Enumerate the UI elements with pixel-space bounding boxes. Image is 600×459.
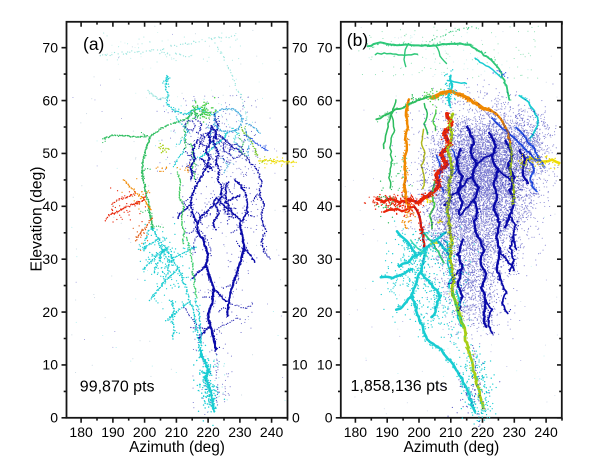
svg-text:99,870 pts: 99,870 pts: [80, 379, 155, 396]
svg-text:1,858,136 pts: 1,858,136 pts: [351, 378, 448, 395]
svg-text:220: 220: [471, 424, 495, 440]
svg-text:180: 180: [69, 424, 93, 440]
svg-text:210: 210: [165, 424, 189, 440]
svg-text:30: 30: [317, 251, 333, 267]
svg-text:30: 30: [42, 251, 58, 267]
svg-text:Azimuth (deg): Azimuth (deg): [403, 439, 499, 456]
svg-text:230: 230: [228, 424, 252, 440]
svg-text:70: 70: [317, 39, 333, 55]
svg-text:40: 40: [317, 198, 333, 214]
svg-text:0: 0: [50, 410, 58, 426]
svg-text:50: 50: [317, 145, 333, 161]
svg-text:240: 240: [534, 424, 558, 440]
svg-text:240: 240: [260, 424, 284, 440]
svg-text:190: 190: [376, 424, 400, 440]
svg-text:40: 40: [292, 198, 308, 214]
svg-text:40: 40: [42, 198, 58, 214]
svg-text:(a): (a): [83, 34, 104, 54]
svg-text:10: 10: [292, 357, 308, 373]
svg-text:210: 210: [439, 424, 463, 440]
svg-text:20: 20: [292, 304, 308, 320]
svg-text:Azimuth (deg): Azimuth (deg): [129, 439, 225, 456]
svg-text:0: 0: [325, 410, 333, 426]
svg-text:60: 60: [292, 92, 308, 108]
svg-text:(b): (b): [347, 30, 368, 50]
svg-text:30: 30: [292, 251, 308, 267]
svg-text:230: 230: [503, 424, 527, 440]
svg-text:50: 50: [42, 145, 58, 161]
svg-text:10: 10: [317, 357, 333, 373]
svg-text:0: 0: [292, 410, 300, 426]
svg-text:20: 20: [317, 304, 333, 320]
svg-text:10: 10: [42, 357, 58, 373]
svg-text:190: 190: [101, 424, 125, 440]
svg-text:60: 60: [317, 92, 333, 108]
svg-text:60: 60: [42, 92, 58, 108]
svg-text:70: 70: [42, 39, 58, 55]
svg-text:200: 200: [133, 424, 157, 440]
svg-text:220: 220: [196, 424, 220, 440]
svg-text:180: 180: [344, 424, 368, 440]
svg-text:50: 50: [292, 145, 308, 161]
svg-text:Elevation (deg): Elevation (deg): [29, 167, 46, 272]
svg-text:20: 20: [42, 304, 58, 320]
svg-text:200: 200: [407, 424, 431, 440]
svg-text:70: 70: [292, 39, 308, 55]
